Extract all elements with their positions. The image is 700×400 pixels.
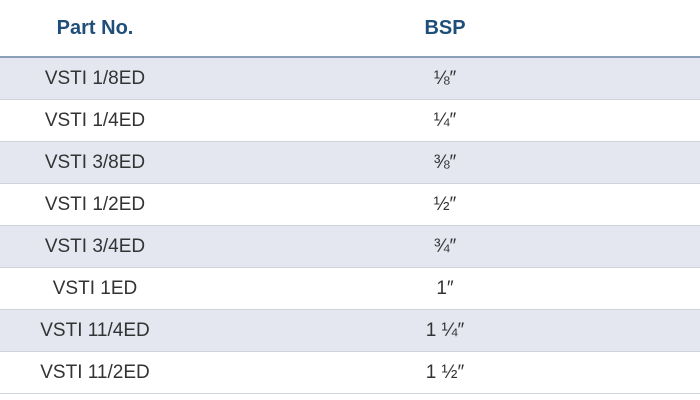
part-number-cell: VSTI 11/4ED	[40, 319, 150, 341]
table-row: VSTI 3/8ED ⅜″	[0, 142, 700, 184]
bsp-cell: 1 ½″	[425, 361, 465, 383]
bsp-cell: ¼″	[433, 109, 457, 131]
part-number-cell: VSTI 1/8ED	[44, 67, 146, 89]
part-number-cell: VSTI 1/2ED	[44, 193, 146, 215]
bsp-cell: ½″	[433, 193, 457, 215]
table-row: VSTI 1/8ED ⅛″	[0, 58, 700, 100]
bsp-cell: ¾″	[433, 235, 457, 257]
table-row: VSTI 1/4ED ¼″	[0, 100, 700, 142]
bsp-cell: 1 ¼″	[425, 319, 465, 341]
table-header: Part No. BSP	[0, 0, 700, 58]
bsp-cell: ⅜″	[433, 151, 457, 173]
table-row: VSTI 3/4ED ¾″	[0, 226, 700, 268]
part-number-cell: VSTI 11/2ED	[40, 361, 150, 383]
part-number-cell: VSTI 3/4ED	[44, 235, 146, 257]
header-part-no: Part No.	[56, 16, 134, 39]
part-number-cell: VSTI 1ED	[52, 277, 138, 299]
bsp-cell: 1″	[436, 277, 454, 299]
header-bsp: BSP	[424, 16, 466, 39]
table-row: VSTI 11/2ED 1 ½″	[0, 352, 700, 394]
table-row: VSTI 1ED 1″	[0, 268, 700, 310]
bsp-cell: ⅛″	[433, 67, 457, 89]
table-row: VSTI 1/2ED ½″	[0, 184, 700, 226]
table-row: VSTI 11/4ED 1 ¼″	[0, 310, 700, 352]
part-number-cell: VSTI 3/8ED	[44, 151, 146, 173]
part-number-cell: VSTI 1/4ED	[44, 109, 146, 131]
